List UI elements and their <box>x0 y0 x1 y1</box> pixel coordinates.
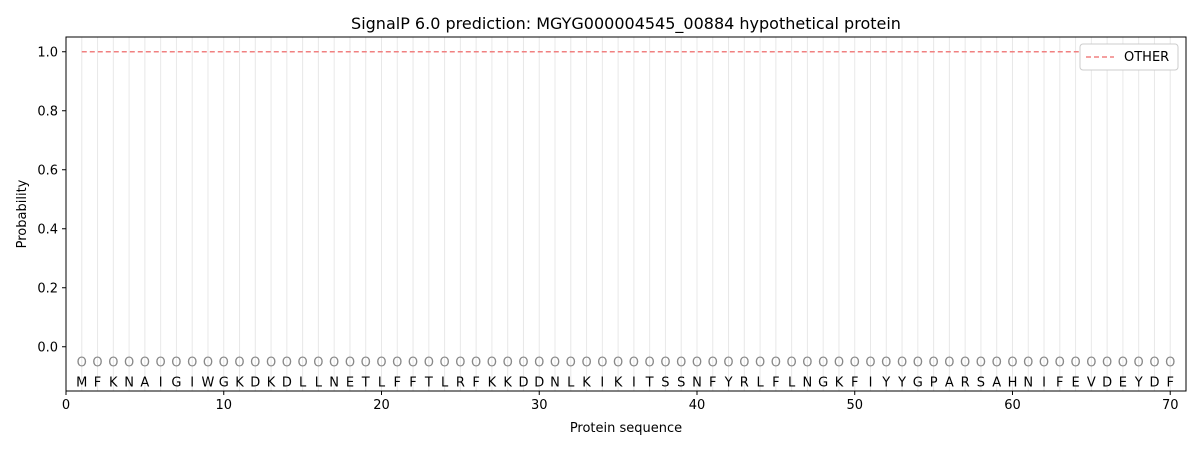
x-tick-label: 50 <box>846 398 863 413</box>
predicted-label-mark: O <box>692 356 702 371</box>
predicted-label-mark: O <box>503 356 513 371</box>
predicted-label-mark: O <box>108 356 118 371</box>
predicted-label-mark: O <box>187 356 197 371</box>
predicted-label-mark: O <box>171 356 181 371</box>
predicted-label-mark: O <box>250 356 260 371</box>
predicted-label-mark: O <box>897 356 907 371</box>
predicted-label-mark: O <box>140 356 150 371</box>
predicted-label-mark: O <box>960 356 970 371</box>
predicted-label-mark: O <box>976 356 986 371</box>
predicted-label-mark: O <box>408 356 418 371</box>
predicted-label-mark: O <box>723 356 733 371</box>
y-tick-label: 0.2 <box>37 281 58 296</box>
legend-label-other: OTHER <box>1124 50 1169 65</box>
x-tick-label: 40 <box>689 398 706 413</box>
predicted-label-mark: O <box>597 356 607 371</box>
predicted-label-mark: O <box>345 356 355 371</box>
predicted-label-mark: O <box>708 356 718 371</box>
predicted-label-mark: O <box>629 356 639 371</box>
predicted-label-mark: O <box>581 356 591 371</box>
predicted-label-mark: O <box>219 356 229 371</box>
predicted-label-mark: O <box>850 356 860 371</box>
x-tick-label: 0 <box>62 398 70 413</box>
predicted-label-mark: O <box>550 356 560 371</box>
predicted-label-mark: O <box>282 356 292 371</box>
predicted-label-mark: O <box>455 356 465 371</box>
predicted-label-mark: O <box>944 356 954 371</box>
predicted-label-mark: O <box>361 356 371 371</box>
predicted-label-mark: O <box>376 356 386 371</box>
predicted-label-mark: O <box>645 356 655 371</box>
chart-title: SignalP 6.0 prediction: MGYG000004545_00… <box>351 14 901 34</box>
predicted-label-mark: O <box>739 356 749 371</box>
x-axis-label: Protein sequence <box>570 421 682 436</box>
predicted-label-mark: O <box>329 356 339 371</box>
x-tick-label: 20 <box>373 398 390 413</box>
predicted-label-mark: O <box>1007 356 1017 371</box>
predicted-label-mark: O <box>928 356 938 371</box>
predicted-label-mark: O <box>487 356 497 371</box>
predicted-label-mark: O <box>77 356 87 371</box>
predicted-label-mark: O <box>1070 356 1080 371</box>
y-axis-label: Probability <box>15 179 30 248</box>
x-tick-label: 30 <box>531 398 548 413</box>
predicted-label-mark: O <box>1134 356 1144 371</box>
predicted-label-mark: O <box>298 356 308 371</box>
predicted-label-mark: O <box>913 356 923 371</box>
predicted-label-mark: O <box>203 356 213 371</box>
x-tick-label: 10 <box>215 398 232 413</box>
predicted-label-mark: O <box>566 356 576 371</box>
predicted-label-mark: O <box>1102 356 1112 371</box>
predicted-label-mark: O <box>834 356 844 371</box>
plot-frame <box>65 36 1187 392</box>
y-tick-label: 0.8 <box>37 104 58 119</box>
predicted-label-mark: O <box>1149 356 1159 371</box>
predicted-label-mark: O <box>534 356 544 371</box>
predicted-label-mark: O <box>802 356 812 371</box>
predicted-label-mark: O <box>818 356 828 371</box>
predicted-label-mark: O <box>992 356 1002 371</box>
predicted-label-mark: O <box>518 356 528 371</box>
predicted-label-mark: O <box>156 356 166 371</box>
predicted-label-mark: O <box>124 356 134 371</box>
predicted-label-mark: O <box>424 356 434 371</box>
predicted-label-mark: O <box>787 356 797 371</box>
x-tick-label: 70 <box>1162 398 1179 413</box>
y-tick-label: 0.0 <box>37 340 58 355</box>
predicted-label-mark: O <box>1086 356 1096 371</box>
legend: OTHER <box>1079 43 1179 71</box>
predicted-label-mark: O <box>755 356 765 371</box>
predicted-label-mark: O <box>266 356 276 371</box>
y-tick-label: 0.4 <box>37 222 58 237</box>
y-tick-label: 1.0 <box>37 45 58 60</box>
predicted-label-mark: O <box>660 356 670 371</box>
predicted-label-mark: O <box>1165 356 1175 371</box>
predicted-label-mark: O <box>1118 356 1128 371</box>
predicted-label-mark: O <box>1039 356 1049 371</box>
predicted-label-mark: O <box>234 356 244 371</box>
predicted-label-mark: O <box>92 356 102 371</box>
residue-sequence: MFKNAIGIWGKDKDLLNETLFFTLRFKKDDNLKIKITSSN… <box>76 375 1174 390</box>
predicted-label-mark: O <box>771 356 781 371</box>
predicted-label-mark: O <box>676 356 686 371</box>
predicted-label-mark: O <box>865 356 875 371</box>
y-tick-label: 0.6 <box>37 163 58 178</box>
predicted-label-mark: O <box>881 356 891 371</box>
predicted-label-mark: O <box>1055 356 1065 371</box>
predicted-label-mark: O <box>439 356 449 371</box>
predicted-label-mark: O <box>613 356 623 371</box>
predicted-label-mark: O <box>1023 356 1033 371</box>
predicted-label-mark: O <box>471 356 481 371</box>
x-tick-label: 60 <box>1004 398 1021 413</box>
predicted-label-mark: O <box>313 356 323 371</box>
predicted-label-mark: O <box>392 356 402 371</box>
